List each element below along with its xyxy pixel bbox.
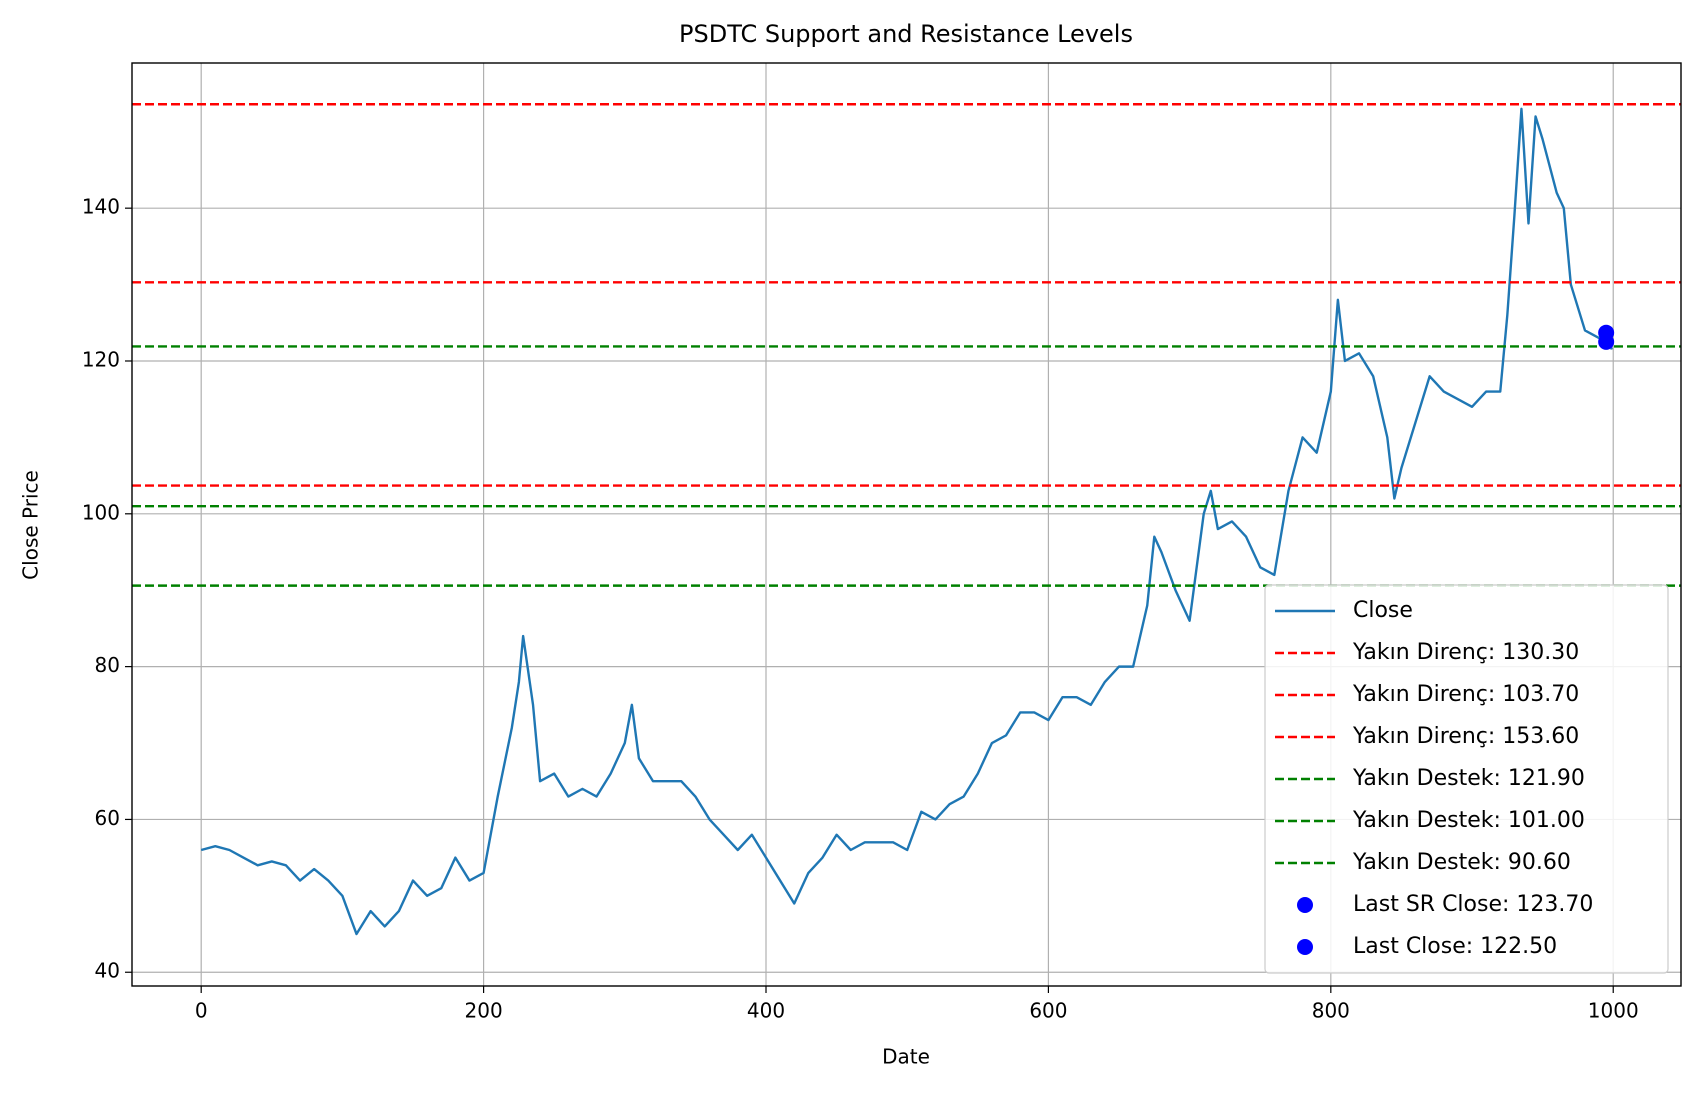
x-axis-label: Date xyxy=(882,1045,930,1069)
x-tick-label: 600 xyxy=(1029,999,1067,1023)
legend-label: Yakın Destek: 101.00 xyxy=(1352,808,1585,833)
y-tick-label: 40 xyxy=(95,959,120,983)
legend-label: Yakın Destek: 121.90 xyxy=(1352,766,1585,791)
price-line xyxy=(200,107,1613,936)
legend-label: Yakın Destek: 90.60 xyxy=(1352,850,1571,875)
x-tick-label: 400 xyxy=(747,999,785,1023)
legend-label: Close xyxy=(1353,598,1413,623)
x-tick-label: 1000 xyxy=(1588,999,1639,1023)
y-tick-label: 140 xyxy=(82,195,120,219)
y-tick-label: 120 xyxy=(82,347,120,371)
legend-box xyxy=(1264,584,1669,974)
x-tick-label: 0 xyxy=(195,999,208,1023)
x-tick-label: 800 xyxy=(1312,999,1350,1023)
y-tick-label: 100 xyxy=(82,500,120,524)
plot-frame xyxy=(131,62,1682,987)
legend-label: Last Close: 122.50 xyxy=(1353,934,1557,959)
legend-label: Yakın Direnç: 130.30 xyxy=(1352,640,1579,665)
chart-title: PSDTC Support and Resistance Levels xyxy=(679,20,1133,48)
legend-label: Yakın Direnç: 153.60 xyxy=(1352,724,1579,749)
legend-marker xyxy=(1297,897,1313,913)
close-point xyxy=(1598,333,1615,350)
y-tick-label: 60 xyxy=(95,806,120,830)
legend-marker xyxy=(1297,939,1313,955)
legend-label: Yakın Direnç: 103.70 xyxy=(1352,682,1579,707)
y-tick-label: 80 xyxy=(95,653,120,677)
y-axis-label: Close Price xyxy=(19,470,43,580)
x-tick-label: 200 xyxy=(465,999,503,1023)
legend-label: Last SR Close: 123.70 xyxy=(1353,892,1593,917)
